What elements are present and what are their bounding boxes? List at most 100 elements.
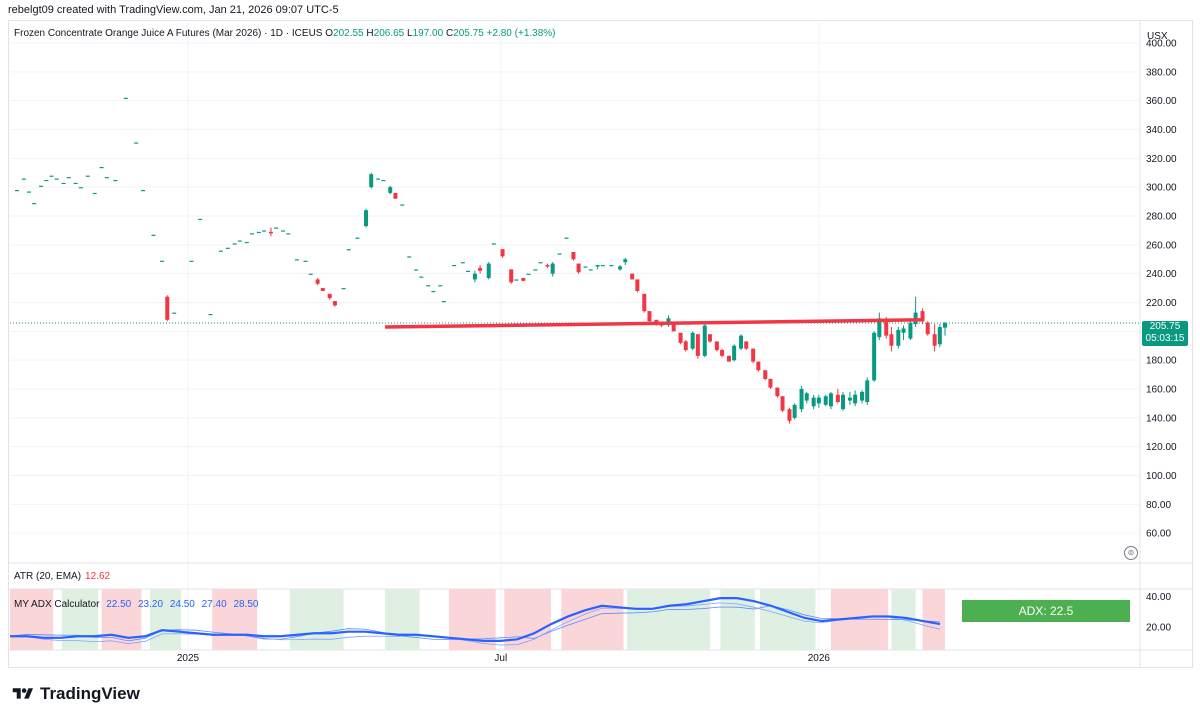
candle-body: [189, 260, 194, 262]
candle: [920, 308, 925, 325]
candle-body: [165, 296, 170, 320]
resistance-line: [385, 318, 925, 329]
candle: [600, 265, 605, 267]
candle: [521, 277, 526, 281]
candle-body: [925, 322, 930, 335]
adx-value-box: ADX: 22.5: [962, 600, 1130, 622]
adx-regime-band: [385, 589, 420, 650]
candle-body: [134, 142, 139, 144]
candle: [355, 237, 360, 239]
candle-body: [509, 269, 514, 283]
candle: [460, 262, 465, 264]
candle: [256, 231, 261, 234]
candle: [756, 361, 761, 372]
candle-body: [21, 178, 26, 180]
candle-body: [327, 293, 332, 299]
candle: [925, 321, 930, 336]
candle: [244, 241, 249, 244]
candle-body: [792, 404, 797, 418]
candle-body: [865, 380, 870, 402]
candle-body: [364, 210, 369, 227]
adx-legend[interactable]: MY ADX Calculator 22.50 23.20 24.50 27.4…: [14, 599, 258, 610]
candle-body: [853, 394, 858, 404]
candle-body: [355, 237, 360, 239]
candle-body: [889, 334, 894, 346]
close-value: 205.75: [453, 28, 484, 39]
candle: [198, 218, 203, 221]
candle: [14, 190, 19, 192]
candle: [889, 327, 894, 352]
candle-body: [85, 175, 90, 177]
candle: [44, 179, 49, 182]
x-tick-label: 2025: [177, 653, 200, 664]
candle: [792, 403, 797, 420]
candle-body: [303, 260, 308, 262]
candle-body: [54, 178, 59, 180]
candle-body: [66, 177, 71, 179]
candle-body: [151, 234, 156, 236]
candle: [438, 285, 443, 287]
candle: [308, 273, 313, 275]
atr-name: ATR (20, EMA): [14, 571, 82, 582]
y-tick-label: 300.00: [1146, 183, 1177, 194]
currency-label[interactable]: USX: [1147, 31, 1168, 42]
candle-body: [244, 241, 249, 244]
candle: [538, 262, 543, 264]
candle-body: [937, 327, 942, 345]
grid: [8, 20, 1193, 668]
adx-regime-band: [10, 589, 54, 650]
candle-body: [678, 332, 683, 343]
candle-body: [908, 322, 913, 339]
candle: [588, 269, 593, 271]
last-price-tag: 205.75 05:03:15: [1142, 321, 1188, 346]
y-tick-label: 380.00: [1146, 67, 1177, 78]
candle: [388, 185, 393, 195]
adx-value-2: 24.50: [169, 599, 195, 610]
candle: [618, 265, 623, 271]
candle: [550, 262, 555, 277]
candle-body: [642, 293, 647, 312]
candle: [39, 185, 44, 187]
candle-body: [550, 263, 555, 274]
chart-frame: [8, 20, 1193, 668]
candle-body: [320, 288, 325, 291]
candle: [294, 259, 299, 261]
candle: [872, 331, 877, 382]
candle: [545, 263, 550, 268]
candle-body: [61, 182, 66, 185]
candle-body: [172, 312, 177, 314]
candle-body: [99, 166, 104, 169]
atr-legend[interactable]: ATR (20, EMA) 12.62: [14, 571, 110, 582]
candle: [775, 387, 780, 398]
candle-body: [465, 270, 470, 272]
y-tick-label: 80.00: [1146, 500, 1171, 511]
candle: [901, 325, 906, 340]
candle-body: [630, 273, 635, 280]
candle-body: [526, 273, 531, 275]
candle-body: [932, 334, 937, 346]
candle: [381, 179, 386, 182]
candle-body: [218, 250, 223, 252]
candle-body: [460, 262, 465, 264]
candle: [478, 265, 483, 274]
candle-body: [828, 393, 833, 407]
candle-body: [73, 182, 78, 185]
candle: [877, 312, 882, 340]
candle-body: [557, 253, 562, 255]
y-tick-label: 140.00: [1146, 413, 1177, 424]
close-label: C: [445, 28, 454, 39]
candle: [346, 249, 351, 251]
auto-scale-icon[interactable]: ⊚: [1124, 546, 1138, 560]
candle: [865, 377, 870, 405]
adx-regime-band: [289, 589, 344, 650]
candle-body: [787, 409, 792, 421]
axes: 60.00 80.00 100.00 120.00 140.00 160.00 180.00…: [177, 39, 1177, 665]
adx-regime-band: [212, 589, 258, 650]
candle-body: [39, 185, 44, 187]
candle: [690, 331, 695, 351]
tradingview-footer[interactable]: TradingView: [10, 684, 140, 704]
candle-body: [369, 174, 374, 188]
candle-body: [943, 323, 947, 328]
candle-body: [588, 269, 593, 271]
